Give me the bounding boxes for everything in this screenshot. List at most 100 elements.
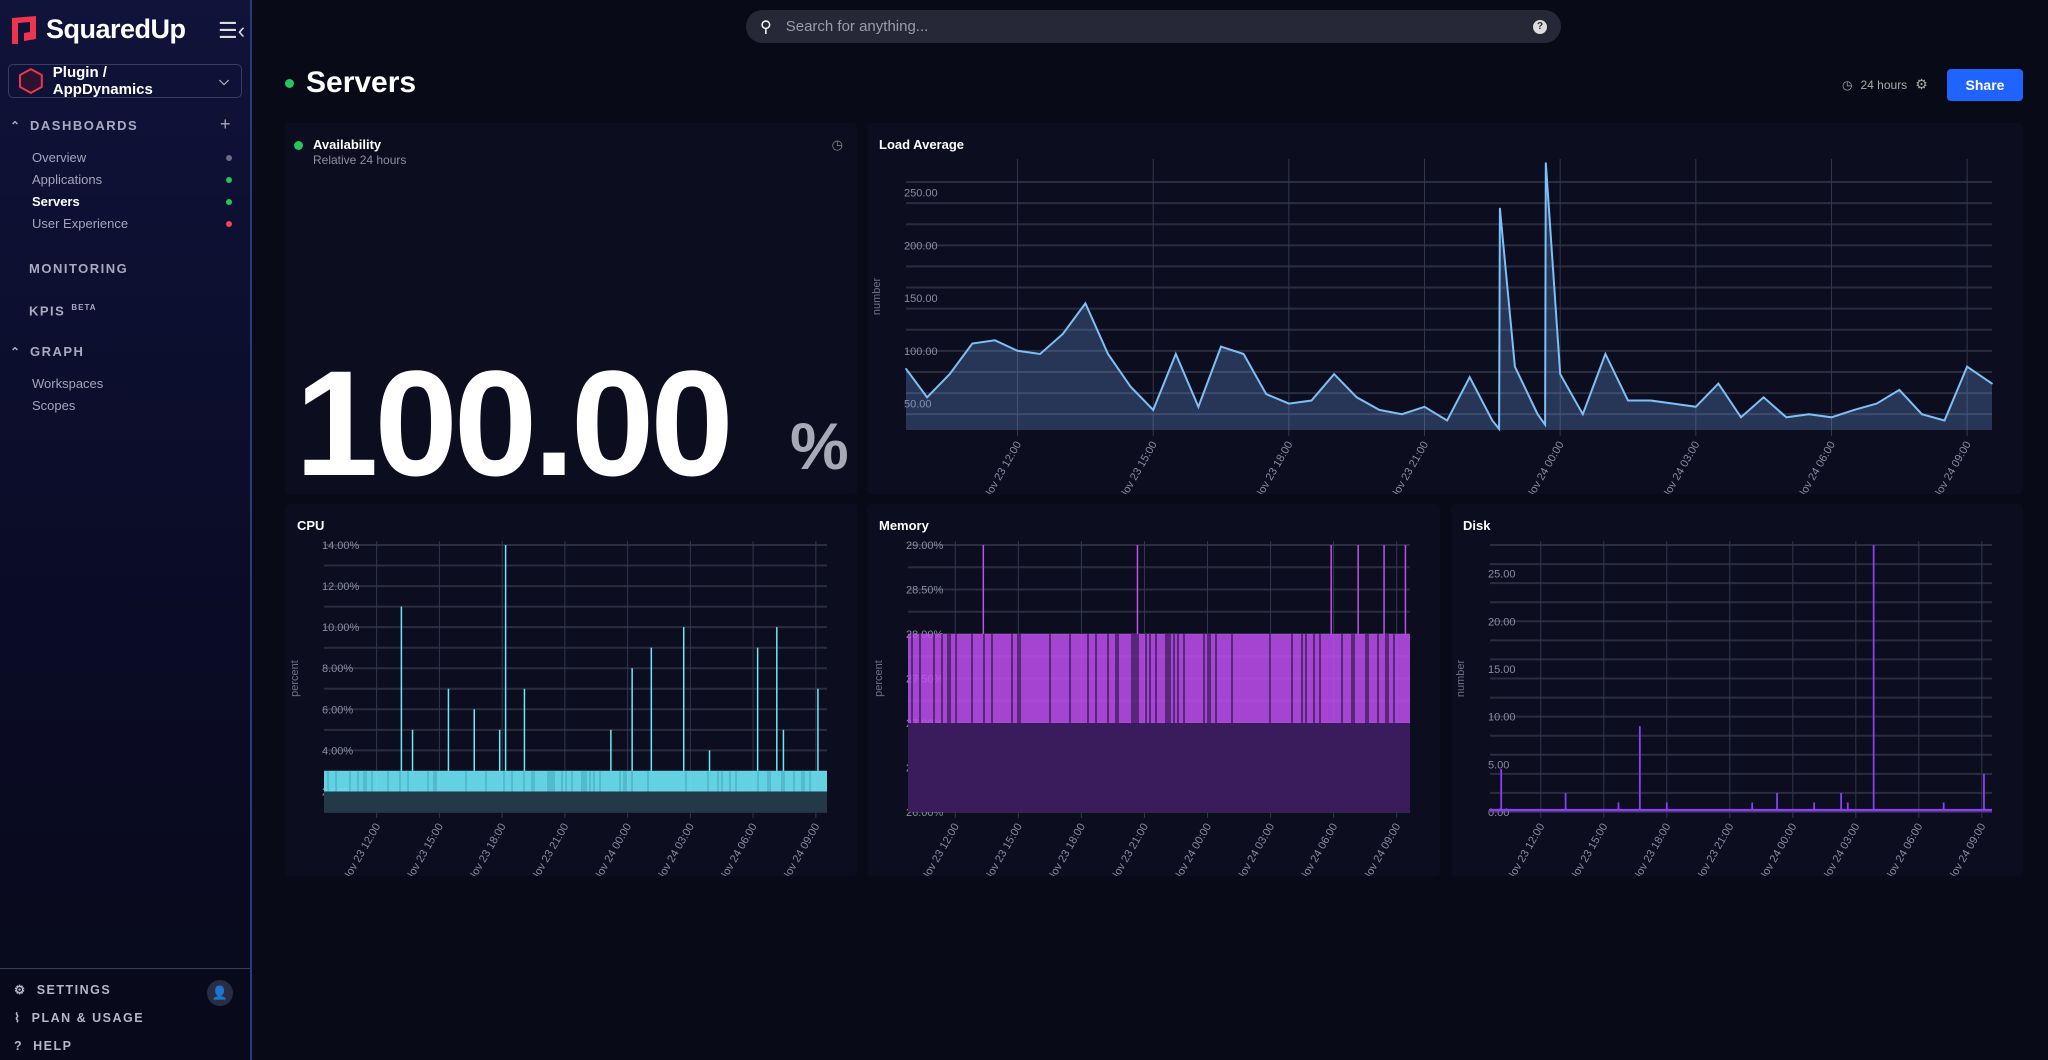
- search-bar[interactable]: ⚲ Search for anything... ?: [746, 10, 1561, 43]
- load-point: [1423, 405, 1426, 408]
- workspace-selector[interactable]: Plugin / AppDynamics ⌵: [8, 64, 242, 98]
- load-point: [1559, 373, 1561, 375]
- load-point: [926, 396, 928, 399]
- collapse-sidebar-button[interactable]: ☰‹: [218, 18, 246, 43]
- y-tick-label: 50.00: [904, 399, 932, 411]
- y-tick-label: 10.00: [1488, 712, 1516, 724]
- x-tick-label: Nov 24 00:00: [1756, 822, 1799, 877]
- load-point: [1991, 382, 1993, 385]
- help-link[interactable]: ? HELP: [14, 1039, 72, 1053]
- settings-link[interactable]: ⚙ SETTINGS: [14, 982, 112, 998]
- footer-label: HELP: [33, 1039, 73, 1053]
- x-tick-label: Nov 23 21:00: [1108, 822, 1151, 877]
- area-fill: [324, 791, 827, 812]
- nav-label: Overview: [32, 150, 87, 165]
- load-point: [1544, 423, 1546, 426]
- x-tick-label: Nov 24 00:00: [591, 822, 634, 877]
- status-dot: [226, 154, 232, 161]
- plan-usage-link[interactable]: ⌇ PLAN & USAGE: [14, 1010, 144, 1026]
- x-tick-label: Nov 24 06:00: [1297, 822, 1340, 877]
- avatar[interactable]: 👤: [207, 980, 233, 1006]
- memory-band: [908, 634, 1410, 723]
- disk-tile[interactable]: Disk Nov 23 12:00 Nov 23 15:00 Nov 23 18:00…: [1451, 504, 2023, 876]
- load-point: [1875, 402, 1878, 405]
- load-point: [1898, 389, 1901, 391]
- hexagon-icon: [19, 68, 43, 94]
- add-dashboard-button[interactable]: +: [220, 114, 231, 134]
- load-point: [1604, 353, 1607, 355]
- load-point: [1310, 399, 1313, 402]
- x-tick-label: Nov 24 06:00: [1795, 440, 1838, 495]
- y-tick-label: 28.50%: [906, 585, 944, 597]
- section-dashboards[interactable]: ⌃ DASHBOARDS: [10, 118, 138, 133]
- x-tick-label: Nov 24 06:00: [717, 822, 760, 877]
- load-point: [1499, 207, 1501, 210]
- y-tick-label: 10.00%: [322, 622, 360, 634]
- load-point: [1084, 302, 1087, 305]
- section-label: MONITORING: [29, 261, 129, 276]
- availability-tile[interactable]: Availability Relative 24 hours ◷ 100.00 …: [285, 123, 857, 498]
- load-point: [1740, 416, 1742, 419]
- x-tick-label: Nov 23 15:00: [982, 822, 1025, 877]
- nav-label: Applications: [32, 172, 103, 187]
- nav-label: Scopes: [32, 398, 76, 413]
- sidebar-item-servers[interactable]: Servers: [32, 194, 232, 209]
- squaredup-logo-icon: [12, 15, 36, 44]
- timeframe-picker[interactable]: ◷ 24 hours ⚙: [1842, 76, 1928, 93]
- x-tick-label: Nov 24 06:00: [1882, 822, 1925, 877]
- search-input[interactable]: Search for anything...: [785, 18, 929, 35]
- load-point: [1265, 393, 1268, 395]
- timeframe-label: 24 hours: [1860, 77, 1908, 92]
- status-dot: [226, 198, 232, 205]
- y-axis-label: number: [871, 278, 883, 316]
- status-dot: [226, 176, 232, 183]
- load-average-tile[interactable]: Load Average Nov 23 12:00 Nov 23 15:00 Nov …: [867, 123, 2023, 494]
- y-axis-label: number: [1455, 660, 1467, 698]
- footer-label: SETTINGS: [36, 982, 112, 997]
- sidebar-item-applications[interactable]: Applications: [32, 172, 232, 187]
- tile-title: Disk: [1463, 518, 1491, 533]
- x-tick-label: Nov 23 15:00: [1117, 440, 1160, 495]
- y-tick-label: 15.00: [1488, 664, 1516, 676]
- load-point: [905, 367, 907, 370]
- load-point: [1695, 405, 1697, 408]
- gear-icon[interactable]: ⚙: [1915, 76, 1928, 92]
- load-point: [1446, 419, 1448, 422]
- section-kpis[interactable]: KPIS BETA: [29, 303, 97, 318]
- share-button[interactable]: Share: [1947, 69, 2023, 101]
- y-axis-label: percent: [289, 660, 301, 697]
- y-tick-label: 5.00: [1488, 759, 1509, 771]
- x-tick-label: Nov 23 12:00: [981, 440, 1024, 495]
- load-point: [1581, 413, 1584, 415]
- section-graph[interactable]: ⌃ GRAPH: [10, 344, 84, 359]
- search-icon: ⚲: [760, 18, 772, 36]
- availability-unit: %: [790, 409, 849, 483]
- load-point: [1242, 353, 1245, 355]
- x-tick-label: Nov 23 18:00: [1252, 440, 1295, 495]
- load-point: [1129, 385, 1132, 388]
- load-point: [1808, 413, 1810, 415]
- help-icon[interactable]: ?: [1533, 19, 1547, 34]
- chart-icon: ⌇: [14, 1011, 22, 1025]
- sidebar-item-user-experience[interactable]: User Experience: [32, 216, 232, 231]
- memory-tile[interactable]: Memory Nov 23 12:00 Nov 23 15:00 Nov 23 18:…: [867, 504, 1440, 876]
- load-point: [1514, 365, 1516, 368]
- band-fill: [908, 634, 1410, 723]
- section-monitoring[interactable]: MONITORING: [29, 261, 128, 276]
- load-point: [1175, 353, 1177, 355]
- load-point: [1762, 396, 1765, 399]
- chevron-down-icon: ⌵: [219, 73, 229, 88]
- load-point: [1921, 413, 1923, 415]
- cpu-tile[interactable]: CPU Nov 23 12:00 Nov 23 15:00 Nov 23 18:00 N…: [285, 504, 857, 876]
- band-fill: [324, 770, 827, 792]
- sidebar-item-workspaces[interactable]: Workspaces: [32, 376, 232, 391]
- x-tick-label: Nov 23 12:00: [919, 822, 962, 877]
- sidebar-item-overview[interactable]: Overview: [32, 150, 232, 165]
- section-label: DASHBOARDS: [30, 118, 139, 133]
- logo[interactable]: SquaredUp: [10, 14, 186, 45]
- sidebar-item-scopes[interactable]: Scopes: [32, 398, 232, 413]
- x-tick-label: Nov 23 18:00: [466, 822, 509, 877]
- load-point: [1039, 353, 1041, 355]
- disk-chart: Nov 23 12:00 Nov 23 15:00 Nov 23 18:00 Nov …: [1455, 541, 1992, 877]
- cpu-band: [324, 770, 827, 792]
